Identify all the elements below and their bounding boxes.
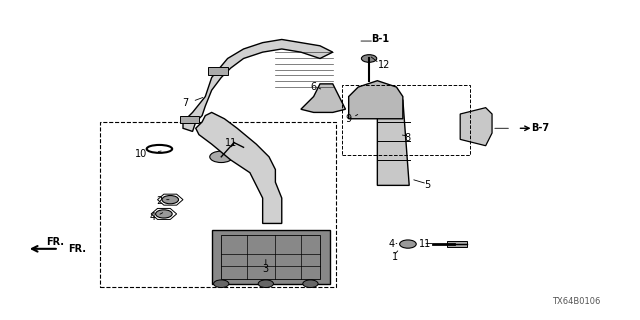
Polygon shape bbox=[460, 108, 492, 146]
Bar bbox=[209, 68, 228, 75]
Text: 4: 4 bbox=[388, 239, 394, 249]
Circle shape bbox=[258, 280, 273, 288]
Text: B-1: B-1 bbox=[371, 35, 390, 44]
Text: 2: 2 bbox=[156, 196, 163, 206]
Polygon shape bbox=[349, 81, 403, 119]
Bar bbox=[100, 122, 336, 287]
Text: 3: 3 bbox=[263, 264, 269, 275]
Circle shape bbox=[156, 210, 172, 218]
Circle shape bbox=[303, 280, 318, 288]
FancyBboxPatch shape bbox=[212, 230, 330, 284]
Text: TX64B0106: TX64B0106 bbox=[552, 297, 600, 306]
Text: 5: 5 bbox=[424, 180, 430, 190]
Text: 11: 11 bbox=[225, 138, 237, 148]
Bar bbox=[221, 235, 320, 279]
Text: 1: 1 bbox=[392, 252, 398, 262]
Circle shape bbox=[162, 196, 179, 204]
Circle shape bbox=[399, 240, 416, 248]
Text: 11: 11 bbox=[419, 239, 431, 249]
Text: 6: 6 bbox=[310, 82, 317, 92]
Text: 4: 4 bbox=[149, 212, 156, 222]
Polygon shape bbox=[301, 84, 346, 112]
Text: 7: 7 bbox=[182, 98, 188, 108]
Text: 12: 12 bbox=[378, 60, 390, 70]
Circle shape bbox=[362, 55, 377, 62]
Bar bbox=[342, 85, 470, 155]
Polygon shape bbox=[196, 112, 282, 223]
Bar bbox=[180, 116, 199, 123]
Bar bbox=[447, 241, 467, 247]
Text: 10: 10 bbox=[136, 149, 148, 159]
Circle shape bbox=[210, 151, 233, 163]
Text: FR.: FR. bbox=[47, 237, 65, 247]
Text: 8: 8 bbox=[404, 133, 410, 143]
Text: FR.: FR. bbox=[68, 244, 86, 254]
Text: B-7: B-7 bbox=[531, 123, 549, 133]
Text: 9: 9 bbox=[346, 114, 352, 124]
Polygon shape bbox=[183, 39, 333, 132]
Circle shape bbox=[214, 280, 229, 288]
Polygon shape bbox=[378, 100, 409, 185]
